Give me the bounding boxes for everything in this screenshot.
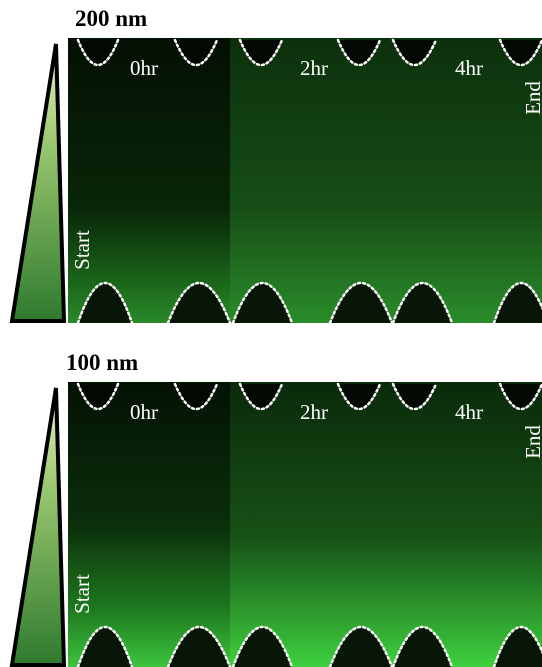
well-outline	[76, 38, 120, 67]
image-column	[68, 382, 230, 667]
image-column	[390, 382, 542, 667]
well-outline	[336, 38, 382, 67]
well-outline	[76, 382, 120, 411]
pillar-outline	[328, 625, 394, 667]
well-outline	[498, 382, 542, 411]
time-label: 4hr	[455, 400, 483, 424]
panel-title: 100 nm	[66, 350, 138, 375]
pillar-outline	[391, 281, 454, 325]
well-outline	[498, 38, 542, 67]
image-column	[230, 38, 390, 323]
time-label: 0hr	[130, 56, 158, 80]
image-column	[230, 382, 390, 667]
well-outline	[391, 38, 438, 67]
pillar-outline	[166, 625, 232, 667]
pillar-outline	[492, 625, 542, 667]
image-column	[68, 38, 230, 323]
time-label: 2hr	[300, 400, 328, 424]
start-label: Start	[70, 574, 94, 614]
well-outline	[238, 382, 284, 411]
pillar-outline	[166, 281, 232, 325]
pillar-outline	[391, 625, 454, 667]
gradient-wedge	[9, 43, 67, 323]
time-label: 0hr	[130, 400, 158, 424]
well-outline	[238, 38, 284, 67]
well-outline	[173, 38, 219, 67]
pillar-outline	[76, 625, 134, 667]
well-outline	[336, 382, 382, 411]
panel-title: 200 nm	[75, 6, 147, 31]
gradient-wedge	[9, 387, 67, 667]
pillar-outline	[76, 281, 134, 325]
pillar-outline	[231, 281, 294, 325]
pillar-outline	[231, 625, 294, 667]
image-column	[390, 38, 542, 323]
end-label: End	[521, 81, 542, 115]
well-outline	[173, 382, 219, 411]
pillar-outline	[492, 281, 542, 325]
end-label: End	[521, 425, 542, 459]
time-label: 2hr	[300, 56, 328, 80]
start-label: Start	[70, 230, 94, 270]
well-outline	[391, 382, 438, 411]
time-label: 4hr	[455, 56, 483, 80]
pillar-outline	[328, 281, 394, 325]
